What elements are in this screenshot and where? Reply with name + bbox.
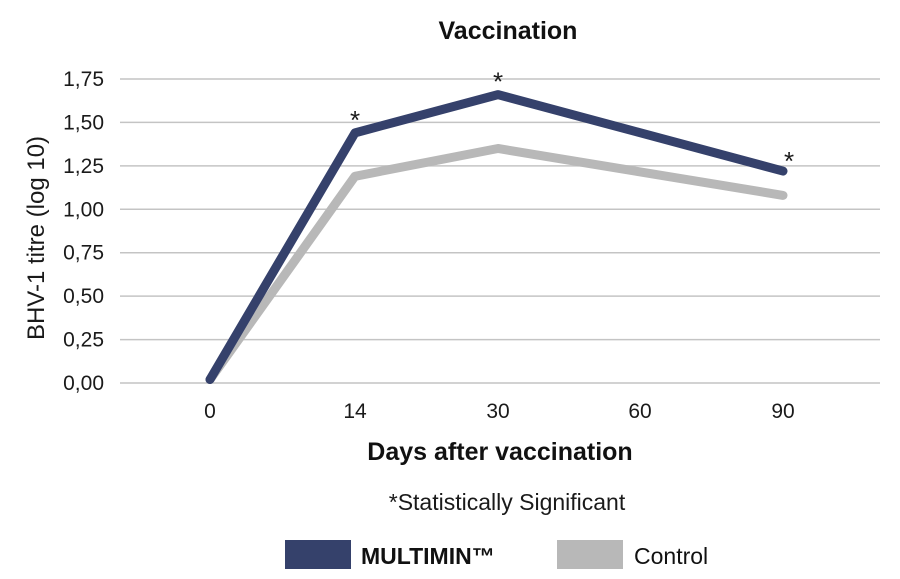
legend: MULTIMIN™ Control [285, 540, 708, 569]
grid-lines [120, 78, 880, 384]
y-tick-label: 1,75 [63, 68, 104, 91]
significance-footnote: *Statistically Significant [389, 489, 626, 515]
x-axis-title: Days after vaccination [367, 438, 632, 466]
legend-label-multimin: MULTIMIN™ [361, 543, 495, 569]
x-tick-label: 30 [486, 400, 509, 423]
y-tick-label: 0,25 [63, 329, 104, 352]
y-tick-label: 1,50 [63, 111, 104, 134]
y-tick-label: 1,00 [63, 198, 104, 221]
series-lines [205, 90, 788, 385]
legend-label-control: Control [634, 543, 708, 569]
x-tick-label: 60 [628, 400, 651, 423]
y-tick-label: 1,25 [63, 155, 104, 178]
significance-star: * [784, 146, 794, 176]
series-line-multimin [205, 90, 788, 385]
y-axis-ticks: 0,00 0,25 0,50 0,75 1,00 1,25 1,50 1,75 [63, 68, 104, 395]
significance-annotations: * * * [350, 67, 794, 176]
x-tick-label: 90 [771, 400, 794, 423]
x-tick-label: 14 [343, 400, 367, 423]
significance-star: * [493, 67, 503, 97]
y-axis-title: BHV-1 titre (log 10) [23, 136, 50, 340]
y-tick-label: 0,75 [63, 242, 104, 265]
significance-star: * [350, 105, 360, 135]
legend-swatch-multimin [285, 540, 351, 569]
y-tick-label: 0,00 [63, 372, 104, 395]
series-line-control [205, 143, 788, 385]
chart-title: Vaccination [439, 17, 578, 45]
legend-swatch-control [557, 540, 623, 569]
y-tick-label: 0,50 [63, 285, 104, 308]
x-axis-ticks: 0 14 30 60 90 [204, 400, 795, 423]
x-tick-label: 0 [204, 400, 216, 423]
